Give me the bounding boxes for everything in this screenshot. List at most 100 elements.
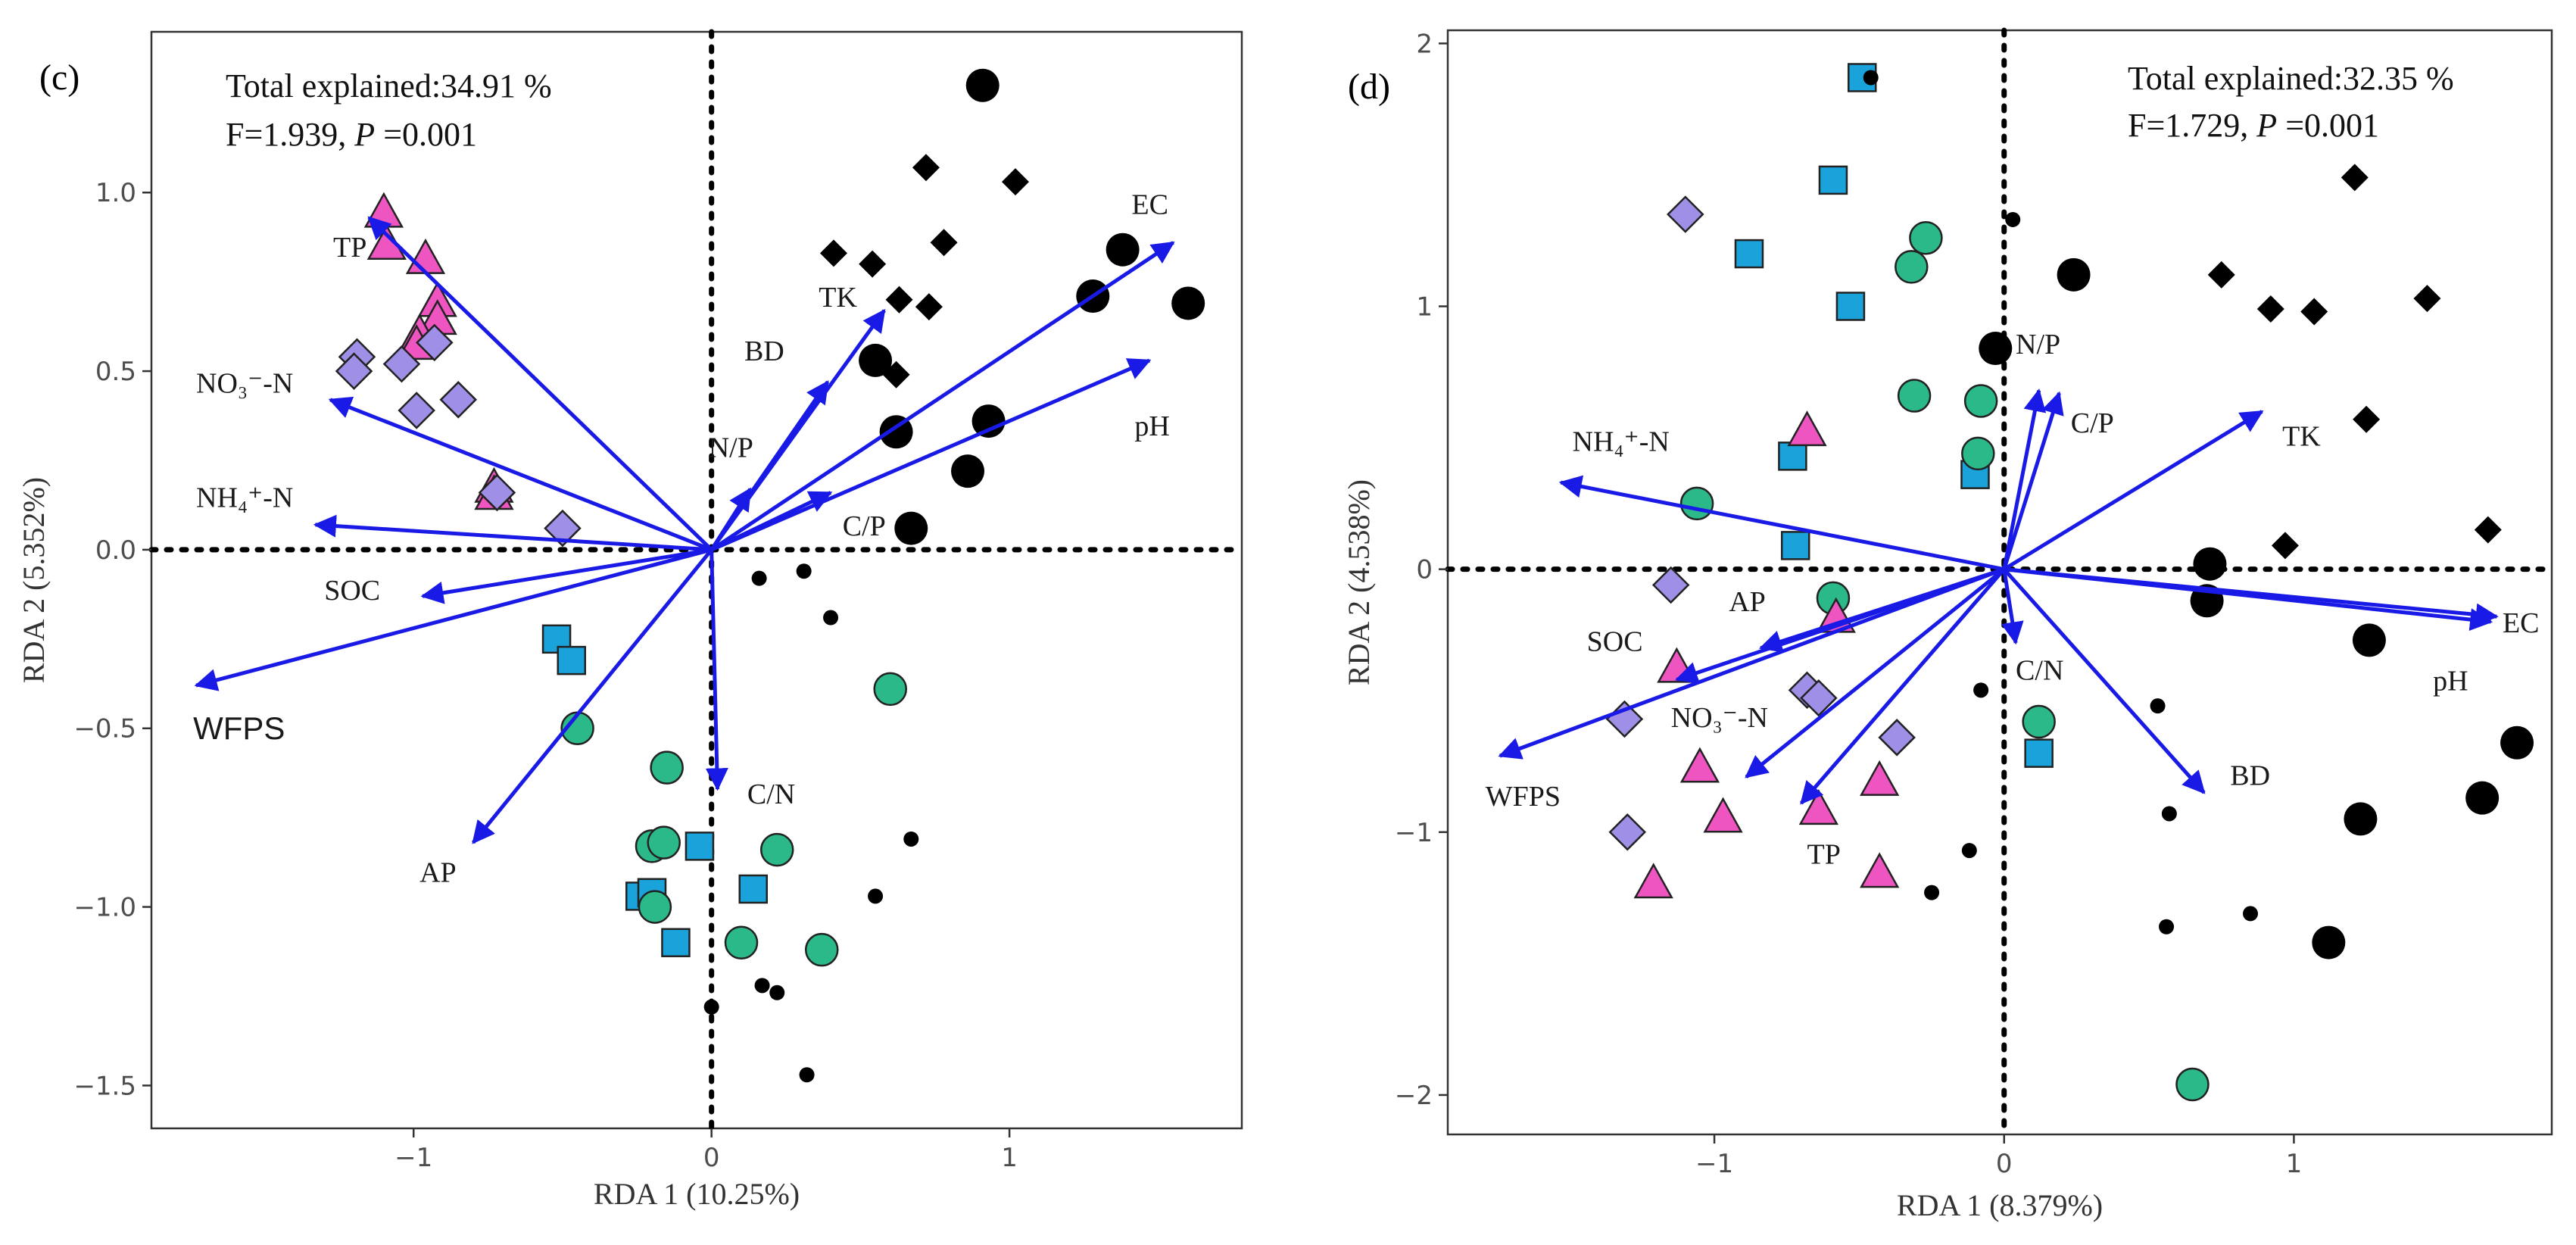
data-point-diamond	[2413, 285, 2441, 313]
data-point-circle	[2175, 1067, 2210, 1102]
y-tick-label: 0.5	[95, 357, 136, 387]
data-point-circle	[751, 570, 767, 586]
y-tick-label: −1.0	[73, 893, 136, 923]
total-explained-text: Total explained:34.91 %	[226, 67, 552, 105]
f-value: F=1.729,	[2128, 107, 2256, 144]
data-point-circle	[2161, 806, 2177, 822]
vector-tp	[1799, 568, 2006, 805]
data-point-triangle	[1787, 410, 1827, 447]
data-point-circle	[1963, 384, 1998, 418]
vector-label: NO₃⁻-N	[1671, 702, 1768, 734]
data-point-diamond	[382, 345, 421, 383]
data-point-square	[1780, 531, 1810, 560]
data-point-circle	[1924, 885, 1940, 900]
vector-no3-n	[328, 396, 713, 552]
data-point-circle	[1961, 436, 1995, 471]
data-point-circle	[2057, 257, 2091, 292]
x-tick-label: 0	[1996, 1149, 2013, 1179]
data-point-circle	[1961, 843, 1977, 859]
vector-c-n	[705, 549, 728, 791]
vector-label: N/P	[709, 432, 753, 463]
series-black-diamond	[2207, 164, 2502, 560]
vector-no3-n	[1745, 567, 2006, 779]
y-tick-label: 0.0	[95, 535, 136, 566]
vector-tk	[2003, 410, 2264, 571]
data-point-circle	[2344, 802, 2378, 836]
data-point-circle	[2465, 781, 2500, 815]
vector-label: TP	[1807, 838, 1841, 870]
panel-d: −1 0 1 −2 −1 0 1 2 RDA 1 (8.379%) RDA 2 (4.538%) (…	[1342, 27, 2555, 1222]
x-axis-title: RDA 1 (8.379%)	[1897, 1188, 2103, 1222]
data-point-circle	[769, 984, 785, 1000]
y-axis-title: RDA 2 (5.352%)	[17, 477, 51, 683]
vector-label: AP	[1729, 586, 1766, 618]
vector-tp	[367, 216, 713, 551]
data-point-circle	[873, 672, 907, 707]
data-point-circle	[650, 750, 684, 785]
data-point-triangle	[1798, 789, 1838, 825]
vector-wfps	[194, 548, 713, 691]
data-point-diamond	[859, 250, 887, 278]
data-point-circle	[1106, 232, 1140, 267]
vector-label: EC	[1131, 189, 1168, 221]
data-point-triangle	[1679, 747, 1720, 783]
vector-label: C/P	[843, 510, 886, 542]
data-point-diamond	[2271, 532, 2299, 560]
data-point-circle	[724, 925, 759, 959]
data-point-square	[557, 645, 587, 676]
x-tick-label: −1	[1695, 1149, 1733, 1179]
vector-label: TK	[819, 282, 857, 314]
vector-label: pH	[1134, 410, 1169, 442]
data-point-circle	[868, 888, 884, 904]
f-statistic-text: F=1.939, P =0.001	[226, 116, 477, 153]
data-point-circle	[1171, 286, 1205, 320]
data-point-diamond	[819, 239, 847, 267]
series-black-circle-small	[1863, 70, 2259, 935]
data-point-diamond	[882, 360, 910, 388]
data-point-diamond	[2256, 295, 2284, 323]
data-point-circle	[894, 511, 928, 545]
vector-label: WFPS	[193, 710, 285, 746]
data-point-circle	[903, 831, 919, 847]
data-point-diamond	[1608, 813, 1647, 851]
data-point-square	[1778, 442, 1807, 471]
vector-label: C/N	[2016, 654, 2063, 686]
data-point-diamond	[912, 154, 940, 182]
data-point-circle	[796, 563, 812, 579]
x-tick-label: 0	[703, 1143, 720, 1173]
vector-nh4-n	[1558, 475, 2005, 572]
data-point-diamond	[1878, 719, 1916, 757]
data-point-triangle	[366, 224, 407, 261]
data-point-diamond	[2300, 298, 2328, 326]
data-point-diamond	[2341, 164, 2369, 192]
y-axis-title: RDA 2 (4.538%)	[1342, 479, 1376, 685]
data-point-diamond	[1001, 168, 1029, 196]
vector-label: BD	[2230, 760, 2270, 791]
vector-label: NH₄⁺-N	[1573, 426, 1670, 457]
vector-label: EC	[2503, 607, 2540, 639]
data-point-circle	[2243, 906, 2259, 922]
data-point-circle	[971, 404, 1006, 438]
y-tick-label: −0.5	[73, 714, 136, 744]
data-point-circle	[1973, 682, 1989, 698]
data-point-square	[661, 928, 691, 957]
data-point-diamond	[915, 293, 943, 321]
p-symbol: P	[354, 116, 375, 153]
data-point-diamond	[439, 381, 478, 419]
data-point-circle	[951, 454, 985, 488]
data-point-diamond	[478, 473, 516, 512]
plot-frame	[150, 30, 1243, 1130]
data-point-diamond	[885, 286, 913, 314]
data-point-circle	[859, 343, 893, 377]
vector-label: NH₄⁺-N	[196, 482, 293, 513]
vector-label: TK	[2282, 420, 2321, 452]
p-value: =0.001	[2277, 107, 2379, 144]
series-green-circle	[1679, 220, 2210, 1102]
data-point-circle	[2193, 547, 2227, 581]
data-point-diamond	[1800, 679, 1838, 717]
total-explained-text: Total explained:32.35 %	[2128, 60, 2454, 97]
data-point-circle	[965, 68, 1000, 102]
data-point-circle	[647, 825, 681, 860]
p-symbol: P	[2256, 107, 2277, 144]
